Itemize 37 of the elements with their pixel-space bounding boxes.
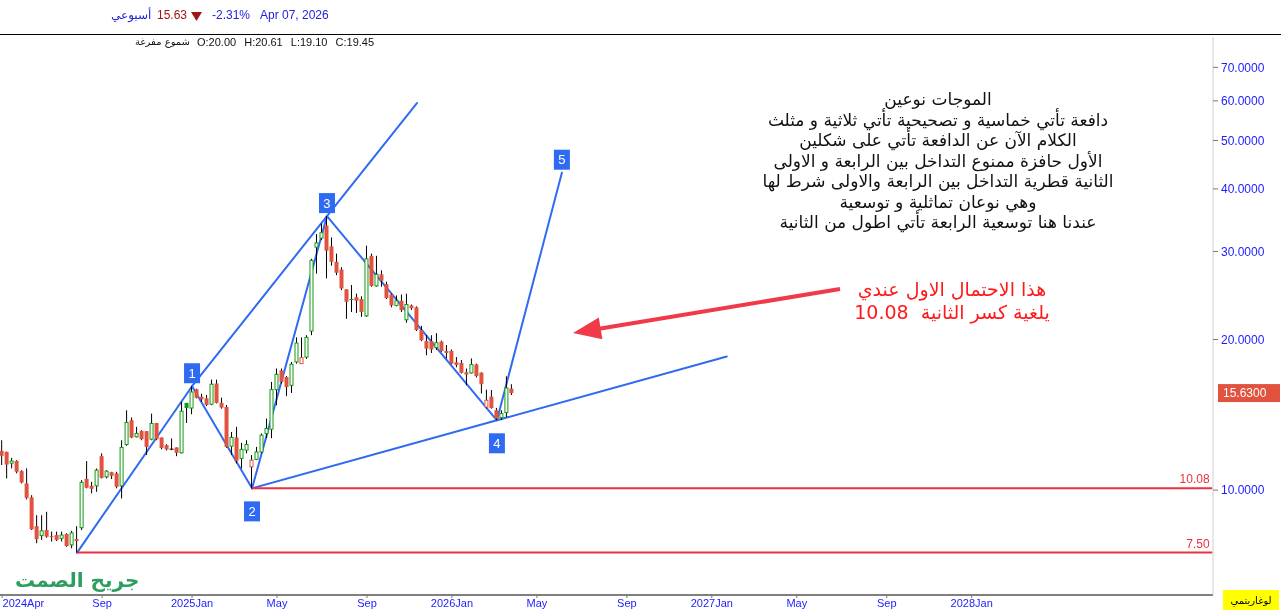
x-tick-label: May: [266, 596, 288, 609]
annotation: 7.50: [1186, 536, 1210, 551]
y-tick-label: 20.0000: [1221, 332, 1265, 347]
text: 15.6300: [1223, 386, 1267, 401]
annotation: O:20.00 H:20.61 L:19.10 C:19.45: [197, 36, 375, 50]
x-tick-label: Sep: [617, 596, 637, 609]
y-tick-label: 40.0000: [1221, 182, 1265, 197]
annotation: 1: [188, 365, 196, 381]
annotation: الموجات نوعين دافعة تأتي خماسية و تصحيحية تأتي ثلاثية و مثلث الكلام الآن عن الدافعة تأتي على شكلين الأول حافزة ممنوع التداخل بين الرابعة و الاولى الثانية قطرية التداخل بين الرابعة والاولى شرط لها وهي نوعان تماثلية و توسعية عندنا هنا توسعية الرابعة تأتي اطول من الثانية: [762, 89, 1114, 232]
x-tick-label: May: [526, 596, 548, 609]
x-tick-label: Sep: [357, 596, 377, 609]
x-tick-label: 2028Jan: [950, 596, 993, 609]
x-tick-label: 2025Jan: [170, 596, 214, 609]
y-tick-label: 70.0000: [1221, 60, 1265, 75]
y-tick-label: 30.0000: [1221, 244, 1265, 259]
annotation: جريح الصمت: [15, 568, 140, 592]
annotation: 4: [493, 435, 501, 451]
x-tick-label: 2027Jan: [690, 596, 733, 609]
x-tick-label: 2024Apr: [2, 596, 45, 609]
text: -2.31%: [212, 8, 251, 23]
y-tick-label: 10.0000: [1221, 483, 1265, 498]
x-tick-label: Sep: [876, 596, 897, 609]
text: Apr 07, 2026: [260, 8, 329, 23]
annotation: 10.08: [1179, 472, 1210, 487]
y-tick-label: 50.0000: [1221, 133, 1265, 148]
annotation: 2: [248, 504, 256, 520]
x-tick-label: 2026Jan: [430, 596, 474, 609]
text: 15.63: [157, 8, 188, 23]
text: أسبوعي: [111, 8, 152, 23]
y-tick-label: 60.0000: [1221, 94, 1265, 109]
x-tick-label: May: [786, 596, 808, 609]
annotation: 3: [323, 195, 331, 211]
annotation: هذا الاحتمال الاول عندي يلغية كسر الثانية 10.08: [854, 278, 1050, 323]
x-tick-label: Sep: [92, 596, 112, 609]
scale-button: لوغاريتمي: [1223, 590, 1279, 610]
annotation: 5: [558, 152, 566, 168]
annotation: شموع مفرغة: [135, 36, 190, 48]
